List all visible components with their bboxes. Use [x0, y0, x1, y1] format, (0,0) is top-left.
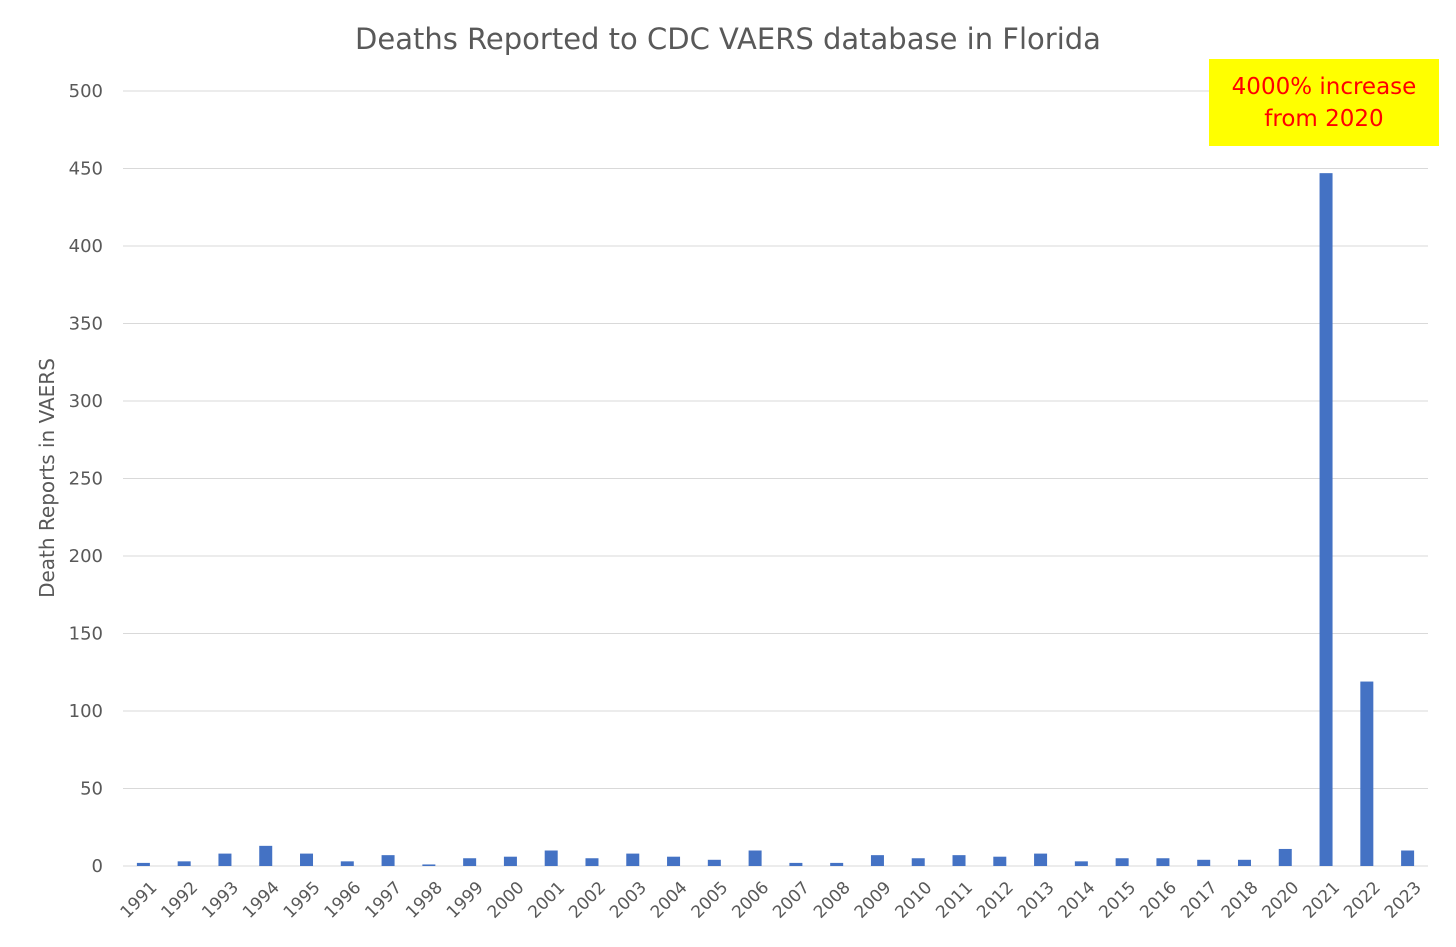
bar-1999 — [463, 858, 477, 866]
x-tick-label: 1991 — [117, 878, 162, 923]
x-tick-label: 1994 — [239, 878, 284, 923]
x-tick-label: 1999 — [443, 878, 488, 923]
bar-2017 — [1197, 859, 1211, 866]
annotation-text: 4000% increase from 2020 — [1231, 73, 1417, 132]
y-tick-label: 400 — [69, 236, 103, 257]
x-tick-label: 1998 — [402, 878, 447, 923]
x-tick-label: 2006 — [728, 878, 773, 923]
x-tick-label: 2012 — [973, 878, 1018, 923]
x-tick-label: 2018 — [1218, 878, 1263, 923]
bar-1991 — [136, 862, 150, 866]
bar-2004 — [667, 856, 681, 866]
annotation-callout: 4000% increase from 2020 — [1209, 59, 1439, 146]
bar-2014 — [1074, 861, 1088, 866]
x-tick-label: 2017 — [1177, 878, 1222, 923]
y-tick-label: 0 — [92, 856, 103, 877]
x-tick-label: 2014 — [1055, 878, 1100, 923]
x-tick-label: 2013 — [1014, 878, 1059, 923]
bar-2010 — [911, 858, 925, 866]
x-tick-label: 2004 — [647, 878, 692, 923]
bar-2021 — [1319, 173, 1333, 866]
bar-2013 — [1034, 853, 1048, 866]
y-tick-label: 500 — [69, 81, 103, 102]
bar-2022 — [1360, 681, 1374, 866]
bar-2023 — [1401, 850, 1415, 866]
x-tick-label: 2015 — [1095, 878, 1140, 923]
x-tick-label: 1992 — [157, 878, 202, 923]
x-tick-label: 2020 — [1259, 878, 1304, 923]
x-tick-label: 2011 — [932, 878, 977, 923]
x-tick-label: 2002 — [565, 878, 610, 923]
bar-2008 — [830, 862, 844, 866]
bar-1993 — [218, 853, 232, 866]
bar-1994 — [259, 845, 273, 866]
x-tick-label: 2016 — [1136, 878, 1181, 923]
bar-2016 — [1156, 858, 1170, 866]
y-tick-label: 250 — [69, 469, 103, 490]
x-tick-label: 1997 — [361, 878, 406, 923]
bar-2007 — [789, 862, 803, 866]
x-tick-label: 1995 — [280, 878, 325, 923]
bar-1992 — [177, 861, 191, 866]
bar-2000 — [503, 856, 517, 866]
bar-2005 — [707, 859, 721, 866]
bar-2020 — [1278, 848, 1292, 866]
y-tick-label: 350 — [69, 314, 103, 335]
bar-2001 — [544, 850, 558, 866]
x-tick-label: 1996 — [321, 878, 366, 923]
bar-1995 — [300, 853, 314, 866]
x-tick-label: 2001 — [524, 878, 569, 923]
x-tick-label: 2003 — [606, 878, 651, 923]
y-tick-label: 300 — [69, 391, 103, 412]
chart-title: Deaths Reported to CDC VAERS database in… — [355, 22, 1101, 56]
bar-2003 — [626, 853, 640, 866]
bar-1997 — [381, 855, 395, 866]
bar-1996 — [340, 861, 354, 866]
x-tick-label: 2010 — [892, 878, 937, 923]
bar-1998 — [422, 864, 436, 866]
y-tick-label: 150 — [69, 624, 103, 645]
bar-2018 — [1237, 859, 1251, 866]
bar-2011 — [952, 855, 966, 866]
x-tick-label: 2007 — [769, 878, 814, 923]
x-tick-label: 2023 — [1381, 878, 1426, 923]
bar-2009 — [870, 855, 884, 866]
x-tick-label: 2009 — [851, 878, 896, 923]
bar-2012 — [993, 856, 1007, 866]
y-tick-label: 450 — [69, 159, 103, 180]
y-tick-label: 100 — [69, 701, 103, 722]
x-tick-label: 2005 — [688, 878, 733, 923]
x-tick-label: 2000 — [484, 878, 529, 923]
x-tick-label: 2008 — [810, 878, 855, 923]
x-tick-label: 2022 — [1340, 878, 1385, 923]
y-tick-label: 50 — [80, 779, 103, 800]
y-tick-label: 200 — [69, 546, 103, 567]
bar-2015 — [1115, 858, 1129, 866]
bar-2006 — [748, 850, 762, 866]
x-tick-label: 1993 — [198, 878, 243, 923]
x-tick-label: 2021 — [1299, 878, 1344, 923]
bar-2002 — [585, 858, 599, 866]
